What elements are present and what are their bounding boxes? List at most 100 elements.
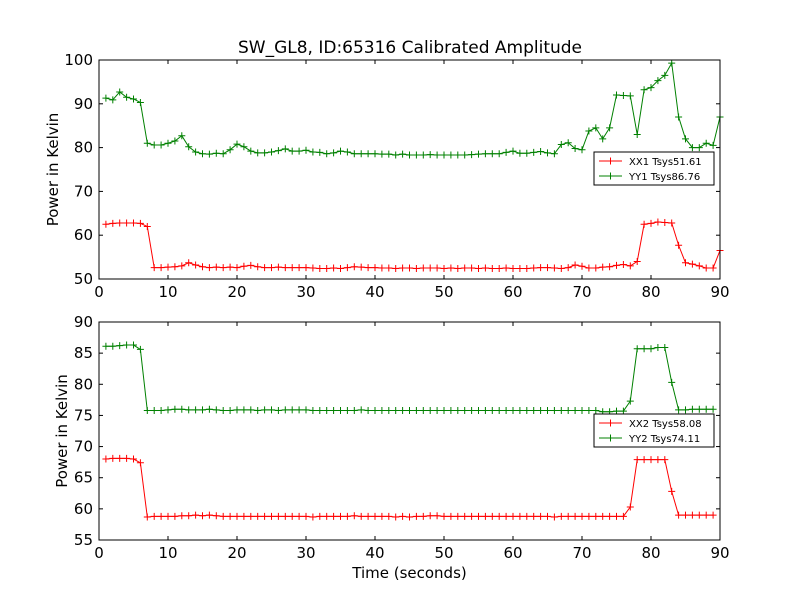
data-point [661, 71, 669, 79]
x-tick-label: 50 [434, 283, 453, 301]
data-point [509, 264, 517, 272]
data-point [343, 512, 351, 520]
data-point [488, 150, 496, 158]
data-point [675, 113, 683, 121]
data-point [502, 406, 510, 414]
data-point [233, 140, 241, 148]
data-point [557, 512, 565, 520]
data-point [440, 264, 448, 272]
data-point [613, 512, 620, 520]
data-point [157, 512, 165, 520]
data-point [399, 406, 407, 414]
data-point [261, 264, 269, 272]
x-tick-label: 40 [365, 283, 384, 301]
data-point [537, 148, 545, 156]
series-line-0-0 [105, 221, 721, 269]
data-point [564, 406, 572, 414]
data-point [116, 219, 124, 227]
data-point [123, 341, 131, 349]
data-point [123, 219, 131, 227]
data-point [585, 127, 593, 135]
data-point [550, 513, 558, 521]
data-point [102, 455, 110, 463]
data-point [130, 341, 137, 349]
data-point [164, 512, 172, 520]
data-point [668, 487, 676, 495]
data-point [509, 512, 517, 520]
y-tick-label: 60 [74, 500, 93, 518]
data-point [268, 512, 275, 520]
data-point [571, 261, 579, 269]
data-point [654, 344, 662, 352]
legend-box [593, 151, 715, 186]
data-point [426, 264, 434, 272]
x-tick-label: 80 [641, 544, 660, 562]
data-point [350, 512, 358, 520]
data-point [247, 406, 255, 414]
data-point [523, 512, 531, 520]
data-point [261, 149, 269, 157]
data-point [523, 264, 531, 272]
data-point [488, 512, 496, 520]
data-point [688, 405, 696, 413]
data-point [668, 219, 676, 227]
data-point [654, 456, 662, 464]
data-point [357, 512, 365, 520]
data-point [626, 92, 634, 100]
data-point [461, 264, 469, 272]
data-point [516, 406, 524, 414]
data-point [475, 512, 482, 520]
data-point [626, 262, 634, 270]
data-point [109, 96, 117, 104]
data-point [475, 406, 482, 414]
data-point [302, 264, 310, 272]
y-tick-label: 70 [74, 182, 93, 200]
data-point [309, 406, 317, 414]
data-point [357, 263, 365, 271]
data-point [288, 147, 296, 155]
data-point [419, 264, 427, 272]
x-tick-label: 90 [710, 283, 729, 301]
data-point [661, 344, 669, 352]
data-point [495, 406, 503, 414]
data-point [164, 139, 172, 147]
data-point [274, 512, 282, 520]
x-tick-label: 40 [365, 544, 384, 562]
data-point [378, 150, 386, 158]
data-point [268, 264, 275, 272]
data-point [606, 263, 614, 271]
y-axis-label: Power in Kelvin [44, 113, 62, 227]
data-point [585, 512, 593, 520]
data-point [205, 264, 213, 272]
x-tick-label: 10 [158, 283, 177, 301]
data-point [481, 150, 489, 158]
data-point [419, 406, 427, 414]
data-point [447, 406, 455, 414]
x-tick-label: 30 [296, 283, 315, 301]
x-tick-label: 0 [94, 283, 104, 301]
data-point [247, 147, 255, 155]
data-point [709, 264, 717, 272]
data-point [212, 406, 220, 414]
top-panel: 0 10 20 30 40 50 60 70 80 90 50 60 70 80 90 100 Power in… [44, 51, 730, 301]
y-tick-label: 55 [74, 531, 93, 549]
data-point [564, 512, 572, 520]
data-point [219, 264, 227, 272]
data-point [495, 264, 503, 272]
data-point [702, 511, 710, 519]
data-point [371, 512, 379, 520]
data-point [564, 264, 572, 272]
legend-marker [607, 419, 614, 427]
data-point [316, 512, 324, 520]
x-tick-label: 70 [572, 544, 591, 562]
data-point [571, 512, 579, 520]
data-point [406, 406, 413, 414]
data-point [619, 407, 627, 415]
data-point [433, 512, 441, 520]
data-point [116, 342, 124, 350]
data-point [468, 512, 476, 520]
data-point [378, 406, 386, 414]
data-point [654, 218, 662, 226]
y-tick-label: 90 [74, 313, 93, 331]
data-point [309, 148, 317, 156]
